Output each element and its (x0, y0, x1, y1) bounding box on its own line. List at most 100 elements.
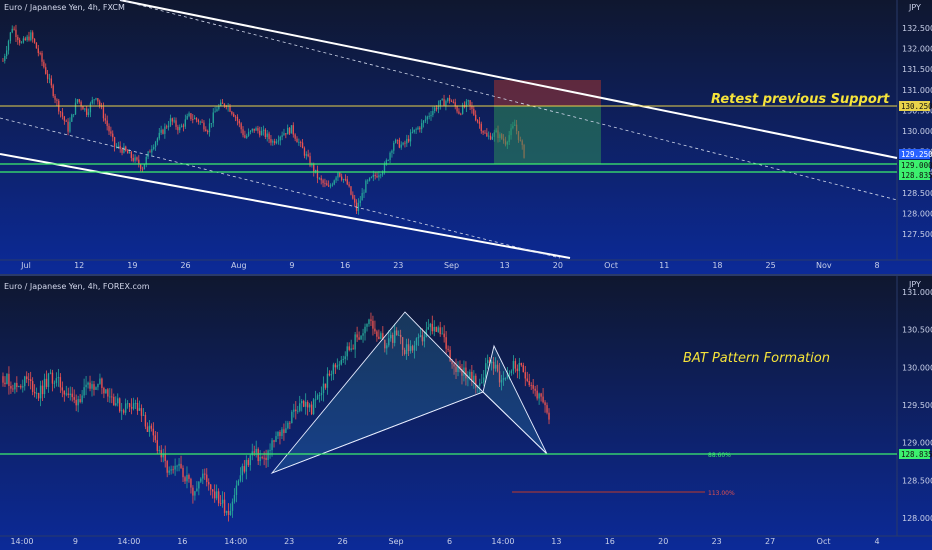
candle-body (253, 128, 255, 131)
candle-body (415, 338, 418, 346)
candle-body (428, 116, 430, 117)
candle-body (205, 129, 207, 132)
candle-body (236, 116, 239, 121)
x-tick-label: Sep (444, 261, 459, 270)
candle-body (169, 118, 172, 126)
candle-body (39, 385, 42, 399)
candle-body (196, 488, 198, 492)
candle-body (153, 147, 155, 149)
candle-body (297, 410, 299, 412)
candle-body (327, 185, 330, 187)
candle-body (192, 487, 194, 496)
candle-body (415, 129, 417, 131)
candle-body (504, 377, 507, 379)
candle-body (210, 484, 212, 490)
candle-body (91, 100, 93, 104)
candle-body (49, 372, 52, 374)
price-tag-support-1-text: 129.000 (901, 161, 932, 170)
candle-body (50, 78, 52, 86)
x-tick-label: 20 (658, 537, 668, 546)
candle-body (324, 383, 327, 388)
candle-body (399, 334, 402, 338)
candle-body (291, 411, 293, 424)
candle-body (510, 370, 513, 374)
candle-body (17, 37, 19, 40)
candle-body (292, 125, 294, 135)
candle-body (314, 399, 317, 401)
candle-body (190, 113, 192, 120)
candle-body (240, 123, 242, 130)
candle-body (63, 390, 66, 395)
candle-body (475, 114, 477, 121)
candle-body (359, 200, 361, 203)
candle-body (53, 382, 56, 384)
candle-body (148, 425, 151, 432)
candle-body (128, 403, 131, 407)
candle-body (113, 137, 116, 147)
candle-body (431, 323, 433, 332)
candle-body (357, 202, 360, 212)
y-tick-label: 129.000 (902, 439, 932, 448)
candle-body (16, 382, 18, 387)
candle-body (447, 348, 449, 350)
candle-body (394, 139, 397, 143)
candle-body (33, 38, 36, 43)
candle-body (314, 169, 317, 172)
candle-body (136, 157, 138, 160)
candle-body (480, 123, 482, 132)
candle-body (461, 368, 463, 376)
candle-body (180, 125, 183, 128)
candle-body (312, 399, 315, 415)
candle-body (20, 42, 23, 44)
candle-body (156, 440, 158, 451)
candle-body (162, 129, 164, 134)
candle-body (395, 330, 398, 336)
candle-body (450, 100, 453, 102)
candle-body (391, 150, 393, 153)
candle-body (514, 361, 517, 369)
candle-body (84, 108, 86, 110)
candle-body (382, 333, 384, 340)
upper-channel-dashed (119, 0, 898, 201)
candle-body (386, 345, 388, 349)
candle-body (164, 454, 166, 461)
candle-body (242, 129, 244, 136)
candle-body (231, 111, 233, 114)
candle-body (498, 371, 501, 383)
x-tick-label: Nov (816, 261, 832, 270)
candle-body (166, 460, 168, 473)
candle-body (95, 98, 97, 100)
candle-body (202, 473, 204, 479)
candle-body (432, 110, 434, 116)
candle-body (522, 365, 524, 373)
candle-body (46, 73, 49, 79)
candle-body (215, 491, 218, 499)
candle-body (124, 403, 127, 413)
candle-body (408, 138, 410, 142)
price-tag-resistance: 130.250 (899, 101, 932, 111)
candle-body (402, 142, 404, 145)
candle-body (41, 385, 44, 395)
candle-body (154, 435, 157, 441)
candle-body (430, 115, 432, 117)
candle-body (105, 389, 107, 394)
candle-body (29, 379, 32, 382)
x-tick-label: 16 (177, 537, 187, 546)
candle-body (8, 373, 10, 386)
candle-body (435, 326, 437, 332)
candle-body (528, 380, 530, 386)
candle-body (101, 378, 103, 388)
candle-body (24, 38, 26, 41)
candle-body (142, 414, 145, 416)
x-tick-label: Sep (389, 537, 404, 546)
candle-body (69, 121, 71, 132)
top-panel-bg (0, 0, 932, 274)
candle-body (277, 140, 280, 142)
candle-body (184, 119, 186, 127)
candle-body (188, 113, 190, 116)
candle-body (295, 409, 297, 412)
candle-body (199, 121, 201, 123)
candle-body (134, 157, 136, 161)
candle-body (261, 457, 263, 458)
